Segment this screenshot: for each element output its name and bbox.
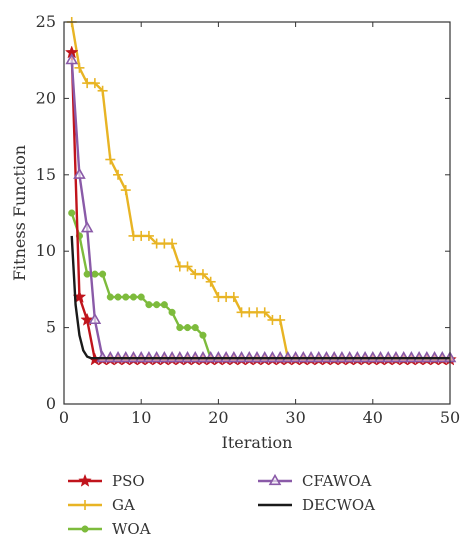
y-tick-label: 15 <box>36 165 56 184</box>
series-line-decwoa <box>70 235 450 360</box>
legend-label-woa: WOA <box>112 520 151 538</box>
point-woa <box>153 301 161 309</box>
point-woa <box>183 324 192 332</box>
x-tick-label: 30 <box>285 408 305 427</box>
point-ga <box>228 292 239 303</box>
y-axis-ticks: 0 5 10 15 20 25 <box>36 12 450 413</box>
legend-marker-pso <box>78 473 92 487</box>
series-ga <box>66 17 455 364</box>
point-ga <box>143 230 154 241</box>
point-ga <box>120 185 131 196</box>
point-ga <box>74 62 85 73</box>
point-ga <box>197 269 208 280</box>
point-woa <box>122 293 130 301</box>
series-layer <box>64 17 457 366</box>
point-ga <box>97 85 108 96</box>
legend-marker-woa <box>81 525 89 533</box>
point-ga <box>275 314 286 325</box>
point-woa <box>68 209 76 217</box>
point-woa <box>191 324 199 332</box>
point-ga <box>105 154 116 165</box>
legend-label-ga: GA <box>112 496 135 514</box>
point-woa <box>160 301 168 309</box>
y-tick-label: 5 <box>46 318 56 337</box>
plot-frame <box>63 21 451 405</box>
point-woa <box>91 270 99 278</box>
point-woa <box>199 331 207 339</box>
legend-entry-woa: WOA <box>68 520 151 538</box>
x-tick-label: 20 <box>208 408 228 427</box>
point-woa <box>99 270 107 278</box>
point-woa <box>106 293 114 301</box>
point-cfawoa <box>80 221 94 233</box>
x-tick-label: 50 <box>440 408 460 427</box>
point-woa <box>129 293 138 301</box>
point-ga <box>89 78 100 89</box>
series-line-woa <box>70 212 450 360</box>
legend-marker-ga <box>80 500 90 510</box>
point-woa <box>176 324 184 332</box>
legend-label-pso: PSO <box>112 472 145 490</box>
point-ga <box>259 307 270 318</box>
legend-label-cfawoa: CFAWOA <box>302 472 372 490</box>
point-woa <box>137 293 145 301</box>
point-ga <box>205 276 216 287</box>
legend: PSO GA WOA CFAWOA DECWOA <box>68 472 375 538</box>
legend-entry-ga: GA <box>68 496 135 514</box>
point-cfawoa <box>88 312 102 325</box>
y-tick-label: 0 <box>46 394 56 413</box>
series-pso <box>64 45 457 366</box>
x-tick-label: 10 <box>131 408 151 427</box>
y-tick-label: 10 <box>36 241 56 260</box>
legend-entry-decwoa: DECWOA <box>258 496 375 514</box>
legend-marker-cfawoa <box>268 473 282 486</box>
point-woa <box>83 270 91 278</box>
point-woa <box>114 293 122 301</box>
point-ga <box>167 238 178 249</box>
legend-entry-cfawoa: CFAWOA <box>258 472 372 490</box>
point-ga <box>182 261 193 272</box>
x-tick-label: 40 <box>363 408 383 427</box>
y-tick-label: 20 <box>36 88 56 107</box>
point-woa <box>145 301 153 309</box>
x-axis-label: Iteration <box>222 433 293 452</box>
x-tick-label: 0 <box>59 408 69 427</box>
point-cfawoa <box>65 53 79 65</box>
y-tick-label: 25 <box>36 12 56 31</box>
series-decwoa <box>70 235 450 360</box>
point-pso <box>80 312 95 326</box>
point-ga <box>113 169 124 180</box>
point-woa <box>168 308 176 316</box>
legend-entry-pso: PSO <box>68 472 145 490</box>
series-cfawoa <box>65 53 457 363</box>
point-cfawoa <box>73 167 86 179</box>
x-axis-ticks: 0 10 20 30 40 50 <box>59 22 460 427</box>
legend-label-decwoa: DECWOA <box>302 496 375 514</box>
series-woa <box>68 209 454 362</box>
y-axis-label: Fitness Function <box>10 145 29 281</box>
